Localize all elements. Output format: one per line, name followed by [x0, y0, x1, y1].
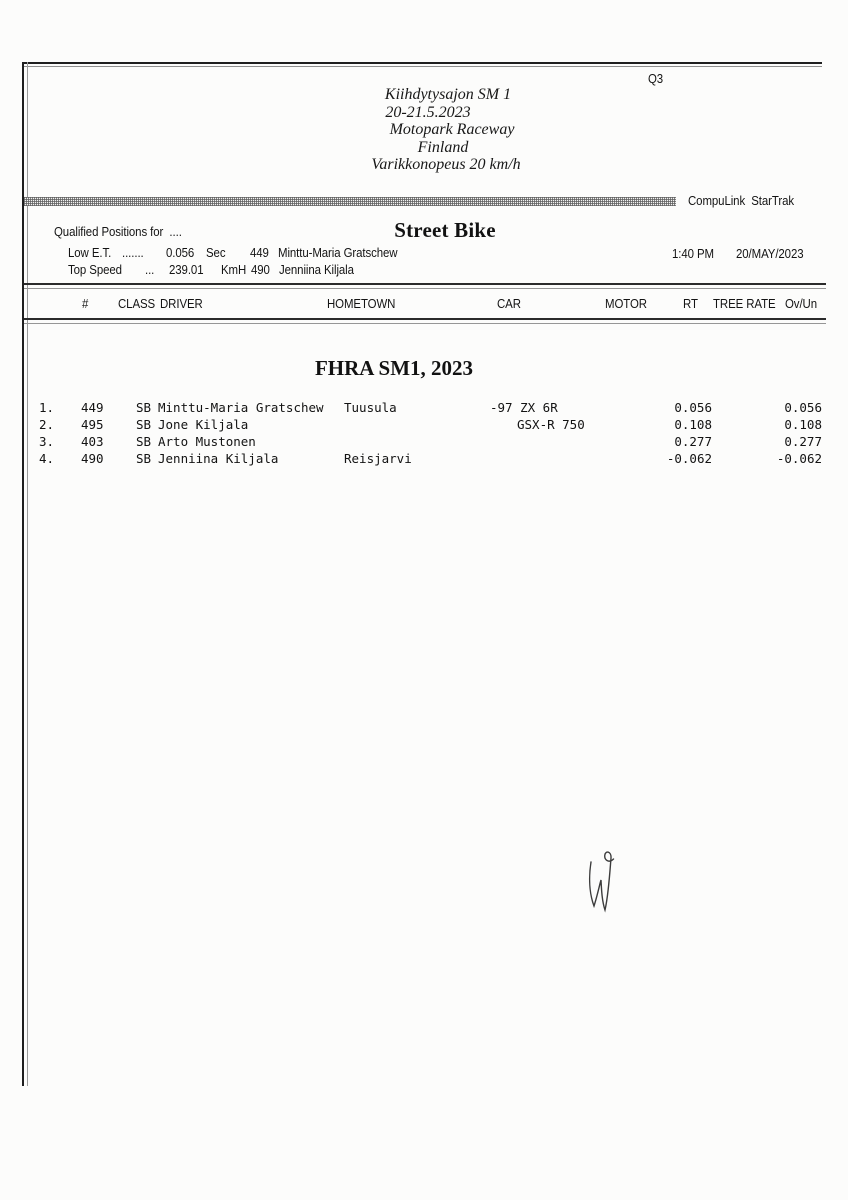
header-bottom-rule	[24, 318, 826, 324]
print-time: 1:40 PM	[672, 246, 714, 261]
cell-hometown: Tuusula	[344, 400, 397, 415]
cell-bike-number: 495	[81, 417, 104, 432]
scan-frame-top-border	[22, 62, 822, 67]
event-title-block: Kiihdytysajon SM 1 20-21.5.2023 Motopark…	[295, 86, 595, 174]
top-speed-value: 239.01	[169, 262, 204, 277]
cell-driver: Minttu-Maria Gratschew	[158, 400, 324, 415]
header-top-rule	[24, 283, 826, 289]
column-header-driver: DRIVER	[160, 296, 203, 311]
table-rows: 1. 449 SB Minttu-Maria Gratschew Tuusula…	[0, 401, 848, 469]
cell-driver: Arto Mustonen	[158, 434, 256, 449]
table-row: 4. 490 SB Jenniina Kiljala Reisjarvi -0.…	[0, 452, 848, 469]
column-header-class: CLASS	[118, 296, 156, 311]
class-group-title: FHRA SM1, 2023	[314, 356, 474, 380]
top-speed-unit: KmH	[221, 262, 247, 277]
brand-label: CompuLink StarTrak	[688, 193, 794, 208]
qualified-positions-label: Qualified Positions for ....	[54, 224, 182, 239]
cell-position: 3.	[39, 434, 55, 449]
event-note: Varikkonopeus 20 km/h	[371, 156, 521, 173]
cell-class: SB	[136, 434, 152, 449]
cell-car: GSX-R 750	[517, 417, 585, 432]
top-speed-driver: Jenniina Kiljala	[279, 262, 354, 277]
cell-hometown: Reisjarvi	[344, 451, 412, 466]
top-speed-label: Top Speed	[68, 262, 122, 277]
column-header-ovun: Ov/Un	[785, 296, 817, 311]
low-et-bike-number: 449	[250, 245, 269, 260]
session-label: Q3	[648, 71, 664, 86]
low-et-driver: Minttu-Maria Gratschew	[278, 245, 398, 260]
event-venue: Motopark Raceway	[389, 121, 515, 138]
cell-driver: Jone Kiljala	[158, 417, 249, 432]
table-row: 3. 403 SB Arto Mustonen 0.277 0.277	[0, 435, 848, 452]
event-country: Finland	[417, 138, 469, 156]
cell-bike-number: 449	[81, 400, 104, 415]
column-header-tree-rate: TREE RATE	[713, 296, 776, 311]
low-et-line: Low E.T. ....... 0.056 Sec 449 Minttu-Ma…	[0, 245, 848, 260]
low-et-dots: .......	[122, 245, 144, 260]
event-name: Kiihdytysajon SM 1	[384, 86, 512, 103]
column-header-motor: MOTOR	[605, 296, 647, 311]
cell-ovun: 0.108	[784, 417, 822, 432]
cell-bike-number: 490	[81, 451, 104, 466]
cell-class: SB	[136, 451, 152, 466]
cell-rt: 0.277	[674, 434, 712, 449]
top-speed-line: Top Speed ... 239.01 KmH 490 Jenniina Ki…	[0, 262, 848, 277]
handwritten-pen-mark	[588, 851, 615, 913]
event-dates: 20-21.5.2023	[385, 103, 471, 121]
cell-rt: 0.108	[674, 417, 712, 432]
low-et-label: Low E.T.	[68, 245, 112, 260]
cell-ovun: -0.062	[776, 451, 822, 466]
cell-class: SB	[136, 400, 152, 415]
top-speed-bike-number: 490	[251, 262, 270, 277]
cell-position: 4.	[39, 451, 55, 466]
cell-position: 1.	[39, 400, 55, 415]
cell-ovun: 0.277	[784, 434, 822, 449]
column-header-rt: RT	[683, 296, 698, 311]
scan-frame-left-border	[22, 62, 28, 1086]
low-et-value: 0.056	[166, 245, 195, 260]
top-speed-dots: ...	[145, 262, 155, 277]
category-title: Street Bike	[394, 218, 496, 242]
cell-class: SB	[136, 417, 152, 432]
cell-position: 2.	[39, 417, 55, 432]
low-et-unit: Sec	[206, 245, 226, 260]
table-row: 2. 495 SB Jone Kiljala GSX-R 750 0.108 0…	[0, 418, 848, 435]
cell-rt: 0.056	[674, 400, 712, 415]
table-row: 1. 449 SB Minttu-Maria Gratschew Tuusula…	[0, 401, 848, 418]
column-header-number: #	[82, 296, 89, 311]
cell-car: -97 ZX 6R	[490, 400, 558, 415]
cell-rt: -0.062	[666, 451, 712, 466]
cell-bike-number: 403	[81, 434, 104, 449]
halftone-separator-band	[24, 197, 676, 206]
print-date: 20/MAY/2023	[736, 246, 804, 261]
cell-driver: Jenniina Kiljala	[158, 451, 279, 466]
column-header-car: CAR	[497, 296, 521, 311]
column-header-hometown: HOMETOWN	[327, 296, 396, 311]
cell-ovun: 0.056	[784, 400, 822, 415]
